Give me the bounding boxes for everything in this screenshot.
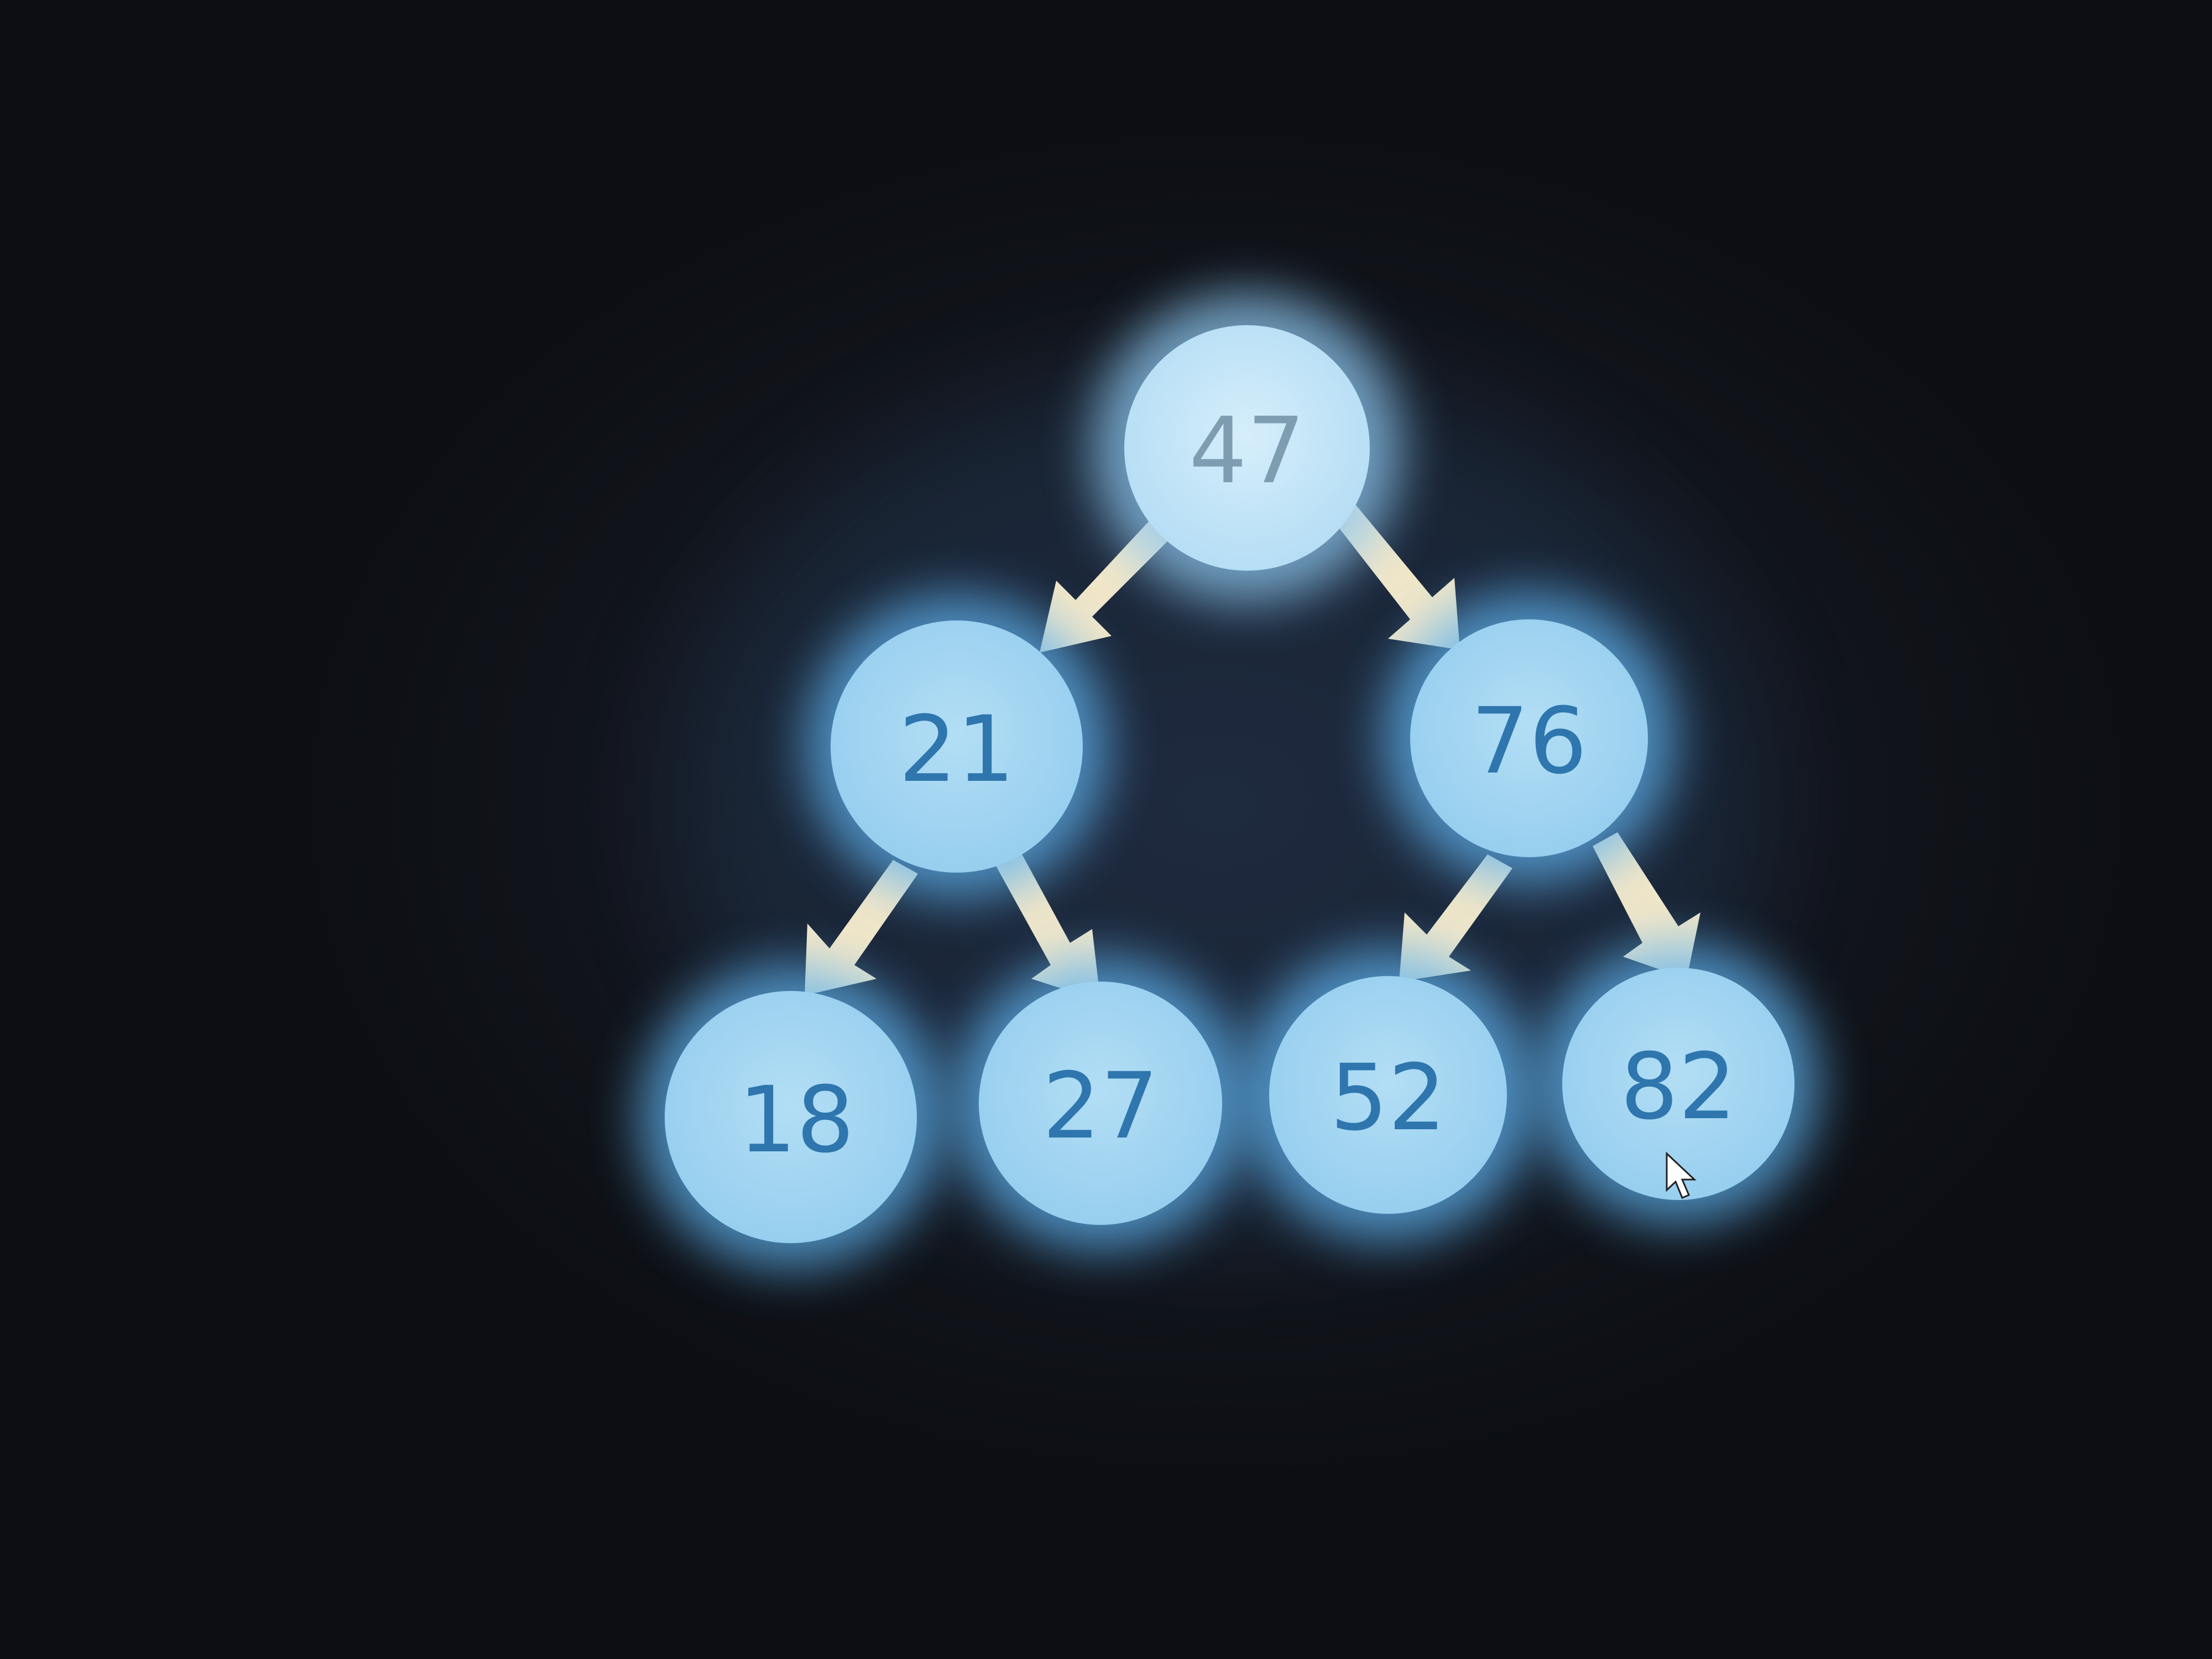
node-circle — [1410, 619, 1648, 857]
node-27: 27 — [979, 982, 1222, 1225]
node-76: 76 — [1410, 619, 1648, 857]
edge-76-to-82 — [1593, 832, 1700, 979]
node-circle — [979, 982, 1222, 1225]
node-82: 82 — [1562, 968, 1794, 1200]
node-value: 76 — [1471, 688, 1587, 794]
node-circle — [665, 991, 917, 1243]
node-value: 21 — [899, 696, 1015, 802]
node-value: 18 — [738, 1067, 854, 1173]
mouse-pointer-icon — [1666, 1151, 1697, 1199]
node-18: 18 — [665, 991, 917, 1243]
node-circle — [831, 620, 1083, 873]
node-value: 52 — [1330, 1045, 1446, 1151]
node-52: 52 — [1269, 976, 1507, 1214]
node-value: 27 — [1042, 1053, 1159, 1159]
edge-21-to-18 — [805, 860, 918, 995]
node-circle — [1562, 968, 1794, 1200]
nodes: 47 21 76 18 27 52 — [665, 325, 1794, 1243]
node-value: 47 — [1189, 398, 1305, 504]
node-21: 21 — [831, 620, 1083, 873]
node-root: 47 — [1124, 325, 1370, 571]
edge-76-to-52 — [1399, 854, 1512, 982]
node-circle — [1269, 976, 1507, 1214]
node-value: 82 — [1620, 1034, 1736, 1140]
node-circle — [1124, 325, 1370, 571]
